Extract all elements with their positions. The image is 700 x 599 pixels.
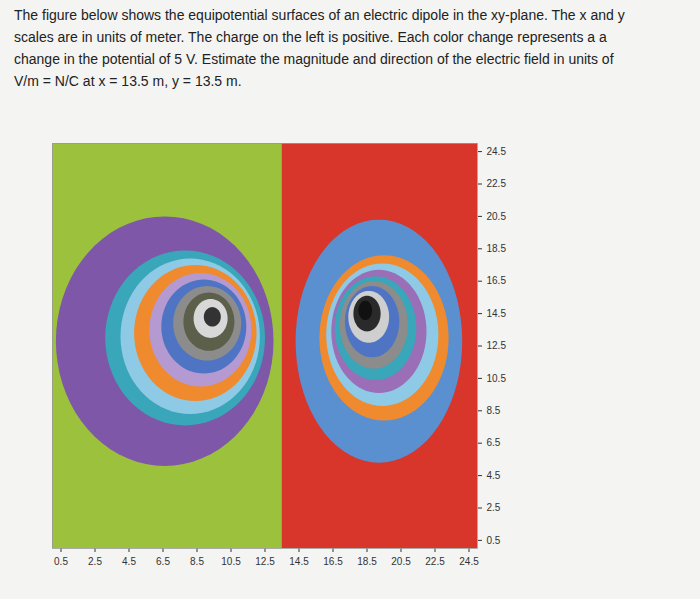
svg-text:16.5: 16.5: [487, 275, 507, 286]
svg-text:22.5: 22.5: [425, 556, 445, 567]
svg-text:0.5: 0.5: [54, 556, 68, 567]
svg-text:10.5: 10.5: [487, 373, 507, 384]
svg-text:10.5: 10.5: [221, 556, 241, 567]
svg-text:0.5: 0.5: [487, 535, 501, 546]
svg-text:6.5: 6.5: [156, 556, 170, 567]
svg-text:6.5: 6.5: [487, 437, 501, 448]
svg-text:8.5: 8.5: [190, 556, 204, 567]
svg-text:22.5: 22.5: [487, 178, 507, 189]
svg-text:24.5: 24.5: [459, 556, 479, 567]
svg-text:20.5: 20.5: [391, 556, 411, 567]
svg-text:20.5: 20.5: [487, 211, 507, 222]
html-text:scales are in units of meter.: scales are in units of meter. The charge…: [14, 29, 607, 45]
svg-text:14.5: 14.5: [487, 308, 507, 319]
svg-text:24.5: 24.5: [487, 146, 507, 157]
svg-text:18.5: 18.5: [487, 243, 507, 254]
svg-text:18.5: 18.5: [357, 556, 377, 567]
svg-text:2.5: 2.5: [88, 556, 102, 567]
svg-text:2.5: 2.5: [487, 502, 501, 513]
svg-text:4.5: 4.5: [487, 470, 501, 481]
html-text:V/m = N/C at x = 13.5 m, y = 1: V/m = N/C at x = 13.5 m, y = 13.5 m.: [14, 73, 242, 89]
svg-text:14.5: 14.5: [289, 556, 309, 567]
html-text:The figure below shows the equ: The figure below shows the equipotential…: [14, 7, 625, 23]
svg-text:12.5: 12.5: [255, 556, 275, 567]
svg-text:16.5: 16.5: [323, 556, 343, 567]
svg-text:4.5: 4.5: [122, 556, 136, 567]
svg-text:8.5: 8.5: [487, 405, 501, 416]
svg-text:12.5: 12.5: [487, 340, 507, 351]
html-text:change in the potential of 5 V: change in the potential of 5 V. Estimate…: [14, 51, 614, 67]
